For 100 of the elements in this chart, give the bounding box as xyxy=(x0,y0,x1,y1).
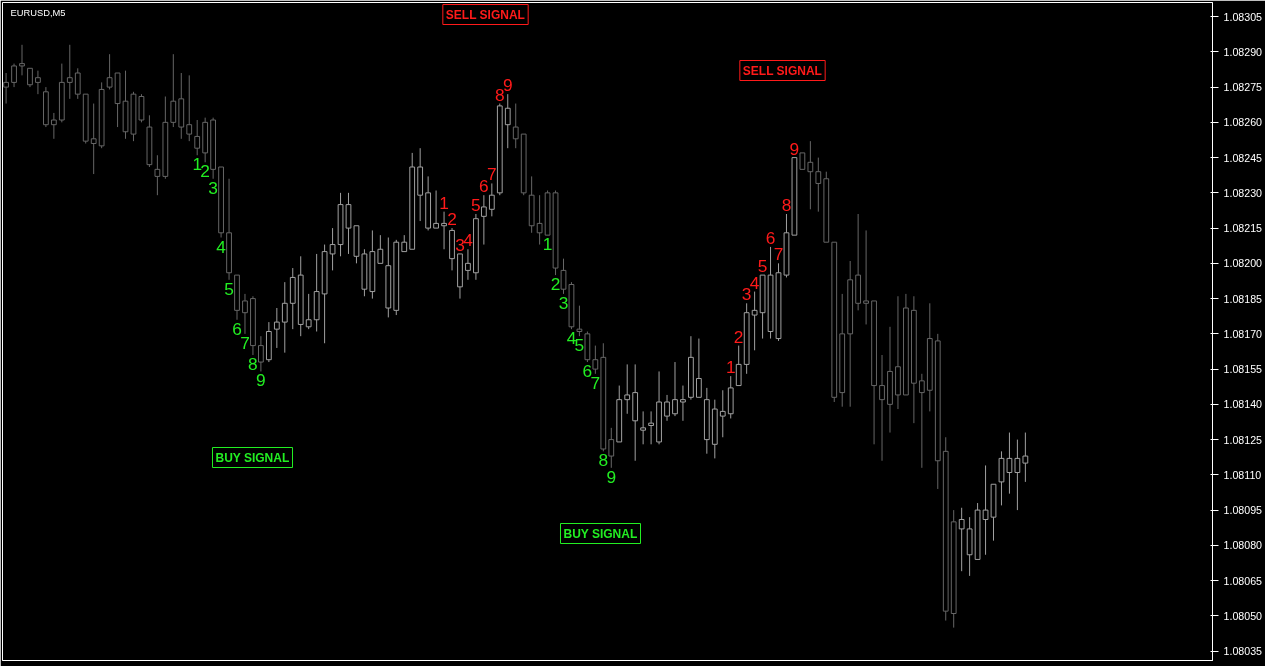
candlestick xyxy=(154,154,161,196)
text: 3 xyxy=(558,292,569,313)
candlestick xyxy=(719,389,726,438)
text: 2 xyxy=(200,161,210,182)
text: 6 xyxy=(765,227,776,248)
candlestick xyxy=(11,63,17,88)
y-tick-label: 1.08140 xyxy=(1223,398,1263,411)
y-tick-label: 1.08095 xyxy=(1223,504,1263,517)
y-tick-label: 1.08245 xyxy=(1223,151,1263,164)
candlestick xyxy=(958,507,965,572)
candlestick xyxy=(632,363,639,462)
candlestick xyxy=(863,229,869,325)
candlestick xyxy=(146,114,153,168)
y-tick-label: 1.08290 xyxy=(1223,45,1263,58)
annotation: BUY SIGNAL xyxy=(563,526,638,541)
y-tick-label: 1.08260 xyxy=(1223,116,1263,129)
candlestick xyxy=(465,248,471,281)
candlestick xyxy=(473,213,479,281)
candlestick xyxy=(210,117,217,180)
candlestick xyxy=(273,307,280,349)
y-tick-label: 1.08110 xyxy=(1223,468,1262,481)
candlestick xyxy=(425,175,432,231)
candlestick xyxy=(305,293,312,330)
candlestick xyxy=(281,281,288,354)
candlestick xyxy=(265,321,272,363)
text: 9 xyxy=(606,466,617,487)
y-tick-label: 1.08230 xyxy=(1223,186,1263,199)
candlestick xyxy=(528,175,535,234)
text: 3 xyxy=(208,177,218,198)
candlestick xyxy=(703,387,710,455)
candlestick xyxy=(855,213,862,311)
candlestick xyxy=(19,44,25,76)
candlestick xyxy=(512,103,519,149)
text: 7 xyxy=(240,332,250,353)
candlestick xyxy=(680,385,686,422)
y-tick-label: 1.08170 xyxy=(1223,327,1263,340)
candlestick xyxy=(369,229,376,300)
text: 8 xyxy=(494,84,505,105)
candlestick xyxy=(608,427,615,469)
candlestick xyxy=(297,255,304,337)
annotation: BUY SIGNAL xyxy=(215,450,290,465)
candlestick xyxy=(664,394,670,422)
candlestick xyxy=(688,335,694,401)
candlestick xyxy=(847,260,854,408)
y-tick-label: 1.08035 xyxy=(1223,645,1263,658)
candlestick xyxy=(807,140,814,210)
y-tick-label: 1.08215 xyxy=(1223,222,1263,235)
candlestick xyxy=(895,295,901,410)
text: 3 xyxy=(455,234,465,255)
candlestick xyxy=(1014,439,1021,511)
annotation: SELL SIGNAL xyxy=(742,63,822,78)
text: 8 xyxy=(781,195,792,215)
candlestick xyxy=(504,93,511,149)
text: 1 xyxy=(439,192,449,213)
y-tick-label: 1.08080 xyxy=(1223,539,1263,552)
y-tick-label: 1.08155 xyxy=(1223,363,1263,376)
text: 5 xyxy=(224,278,234,299)
candlestick xyxy=(417,147,424,222)
candlestick xyxy=(258,335,264,372)
candlestick xyxy=(480,194,487,246)
candlestick xyxy=(966,516,973,577)
y-tick-label: 1.08125 xyxy=(1223,433,1263,446)
text: 8 xyxy=(598,450,609,471)
text: 5 xyxy=(574,335,585,356)
candlestick xyxy=(449,227,455,271)
y-tick-label: 1.08185 xyxy=(1223,292,1263,305)
candlestick xyxy=(879,354,885,462)
candlestick xyxy=(3,72,9,105)
y-tick-label: 1.08050 xyxy=(1223,609,1263,622)
text: 7 xyxy=(487,164,497,185)
text: 7 xyxy=(773,244,784,265)
candlestick xyxy=(226,178,232,281)
y-tick-label: 1.08275 xyxy=(1223,81,1263,94)
text: 8 xyxy=(248,354,258,374)
text: 4 xyxy=(216,236,226,257)
candlestick xyxy=(66,44,73,100)
candlestick xyxy=(50,112,57,140)
candlestick xyxy=(242,293,248,335)
candlestick xyxy=(656,370,662,445)
text: 5 xyxy=(471,195,481,215)
candlestick xyxy=(624,363,631,415)
text: 6 xyxy=(479,176,489,197)
candlestick xyxy=(640,410,647,445)
candlestick xyxy=(289,267,296,330)
candlestick xyxy=(536,194,543,246)
candlestick xyxy=(743,302,750,375)
candlestick xyxy=(43,86,49,128)
text: 4 xyxy=(463,230,473,251)
candlestick xyxy=(950,509,957,629)
candlestick xyxy=(313,253,320,332)
candlestick xyxy=(1022,432,1029,483)
annotation: SELL SIGNAL xyxy=(445,7,525,22)
text: 9 xyxy=(789,138,800,159)
text: 9 xyxy=(256,370,266,391)
text: 1 xyxy=(542,234,553,255)
candlestick xyxy=(910,295,917,424)
candlestick xyxy=(162,96,169,180)
candlestick xyxy=(672,361,678,417)
candlestick xyxy=(90,103,97,175)
text: 5 xyxy=(757,256,768,277)
